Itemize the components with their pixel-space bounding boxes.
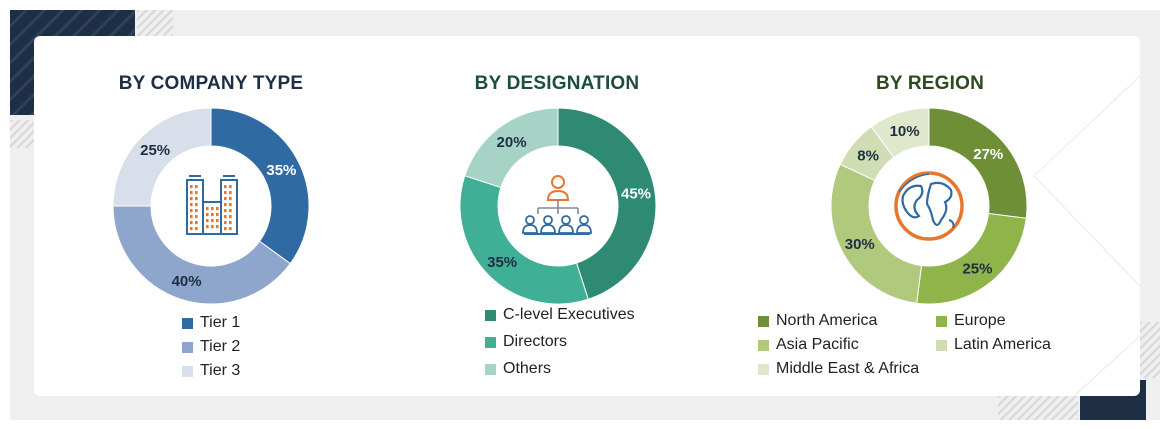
slice-label-directors: 35% (487, 254, 517, 271)
slice-tier-2 (112, 205, 291, 305)
donut-chart-region: 27% 25% 30% 8% 10% (830, 107, 1028, 305)
legend-item-middle-east-and-africa: Middle East & Africa (758, 360, 919, 378)
decor-hatch-left (10, 120, 35, 148)
legend-item-latin-america: Latin America (936, 336, 1051, 354)
chart-title-designation: BY DESIGNATION (474, 73, 640, 94)
legend-swatch (758, 315, 769, 327)
legend-label: North America (776, 312, 878, 329)
slice-others (464, 107, 559, 189)
chart-title-region: BY REGION (875, 73, 985, 94)
legend-item-others: Others (485, 360, 551, 378)
legend-item-tier-2: Tier 2 (182, 338, 240, 356)
org-hierarchy-icon (522, 175, 592, 235)
legend-label: Middle East & Africa (776, 360, 920, 377)
slice-tier-1 (210, 107, 310, 265)
legend-swatch (182, 317, 193, 329)
decor-hatch-right (1140, 322, 1160, 378)
legend-label: Latin America (954, 336, 1051, 353)
slice-label-c-level-executives: 45% (621, 186, 651, 203)
decor-hatch-top (137, 10, 173, 36)
slice-asia-pacific (830, 163, 923, 304)
buildings-icon (186, 175, 238, 235)
slice-label-latin-america: 8% (857, 148, 879, 165)
slice-label-europe: 25% (962, 260, 992, 277)
slice-label-asia-pacific: 30% (845, 236, 875, 253)
legend-label: Asia Pacific (776, 336, 859, 353)
legend-item-europe: Europe (936, 312, 1006, 330)
legend-swatch (936, 315, 947, 327)
slice-middle-east-and-africa (870, 107, 930, 159)
slice-label-others: 20% (497, 134, 527, 151)
slice-label-tier-3: 25% (140, 142, 170, 159)
infographic-card: BY COMPANY TYPE 35% 40% 25% Tier 1 Tier 2 Ti… (34, 36, 1140, 396)
legend-swatch (936, 339, 947, 351)
legend-item-tier-1: Tier 1 (182, 314, 240, 332)
globe-icon (894, 171, 964, 241)
donut-chart-designation: 45% 35% 20% (459, 107, 657, 305)
slice-label-middle-east-and-africa: 10% (890, 123, 920, 140)
legend-label: Others (503, 360, 552, 377)
legend-item-north-america: North America (758, 312, 877, 330)
decor-diagonal-lines (1033, 75, 1140, 396)
slice-label-north-america: 27% (973, 146, 1003, 163)
legend-item-directors: Directors (485, 333, 567, 351)
legend-item-tier-3: Tier 3 (182, 362, 240, 380)
decor-hatch-bottom (998, 396, 1078, 420)
slice-directors (459, 175, 589, 305)
slice-c-level-executives (557, 107, 657, 300)
donut-chart-company-type: 35% 40% 25% (112, 107, 310, 305)
legend-item-c-level-executives: C-level Executives (485, 306, 635, 324)
legend-label: Europe (954, 312, 1006, 329)
slice-north-america (928, 107, 1028, 219)
legend-swatch (485, 363, 496, 375)
legend-swatch (758, 363, 769, 375)
legend-label: Tier 3 (200, 362, 241, 379)
legend-item-asia-pacific: Asia Pacific (758, 336, 859, 354)
legend-label: Tier 2 (200, 338, 241, 355)
chart-title-company-type: BY COMPANY TYPE (118, 73, 304, 94)
slice-label-tier-1: 35% (266, 162, 296, 179)
slice-label-tier-2: 40% (172, 273, 202, 290)
slice-tier-3 (112, 107, 212, 207)
legend-label: Tier 1 (200, 314, 241, 331)
legend-swatch (182, 365, 193, 377)
legend-swatch (485, 336, 496, 348)
legend-swatch (758, 339, 769, 351)
legend-label: C-level Executives (503, 306, 635, 323)
legend-label: Directors (503, 333, 568, 350)
legend-swatch (182, 341, 193, 353)
legend-swatch (485, 309, 496, 321)
